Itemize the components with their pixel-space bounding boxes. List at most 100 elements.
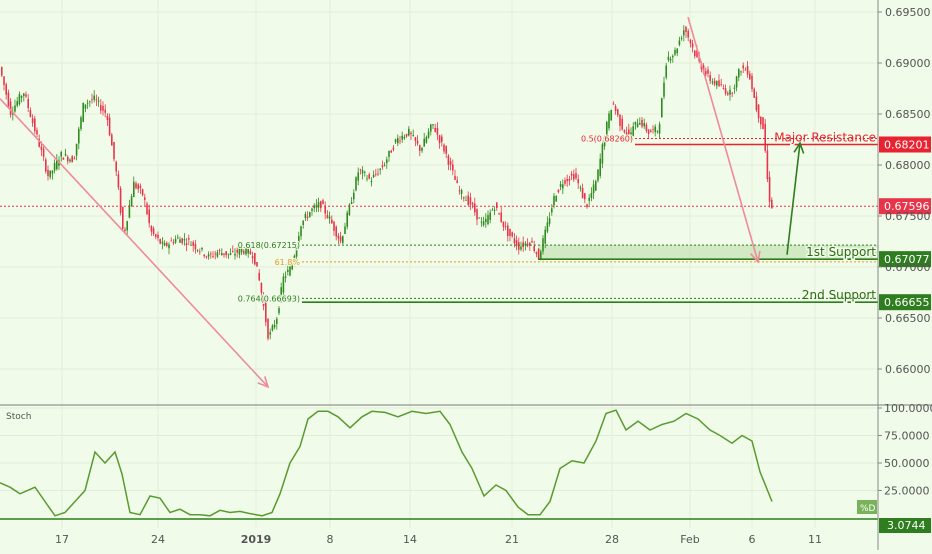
candle-body <box>166 242 168 246</box>
2nd-support-price-tag <box>879 294 931 311</box>
candles <box>1 25 773 341</box>
candle-body <box>718 80 720 87</box>
candle-body <box>493 209 496 211</box>
candle-body <box>348 204 351 215</box>
candle-body <box>256 262 258 267</box>
candle-body <box>685 26 687 32</box>
candle-body <box>225 251 227 256</box>
candle-body <box>265 302 267 323</box>
candle-body <box>441 136 443 142</box>
level-lines: Major Resistance 0.5(0.68260) 1st Support 0… <box>0 129 878 304</box>
candle-body <box>645 124 648 132</box>
candle-body <box>612 103 615 105</box>
candle-body <box>458 190 461 192</box>
candle-body <box>564 180 566 184</box>
x-tick-label: 2019 <box>241 533 272 546</box>
candle-body <box>243 251 245 254</box>
candle-body <box>80 117 82 129</box>
candle-body <box>608 113 610 129</box>
candle-body <box>551 208 553 213</box>
candle-body <box>205 256 208 258</box>
candle-body <box>656 130 659 132</box>
y-tick-label: 0.68500 <box>885 108 931 121</box>
candle-body <box>623 130 626 133</box>
candle-body <box>410 132 412 134</box>
candle-body <box>636 123 639 128</box>
candle-body <box>282 276 285 293</box>
candle-body <box>210 253 212 255</box>
candle-body <box>641 120 643 127</box>
candle-body <box>416 140 419 144</box>
support-zone-layer <box>538 245 878 260</box>
candle-body <box>320 201 322 209</box>
candle-body <box>192 242 194 246</box>
candle-body <box>678 40 681 45</box>
candle-body <box>460 190 463 194</box>
candle-body <box>346 212 348 227</box>
candle-body <box>742 65 744 69</box>
candle-body <box>555 196 557 202</box>
candle-body <box>705 71 707 75</box>
candle-body <box>744 69 747 71</box>
candle-body <box>537 248 540 259</box>
candle-body <box>179 239 181 243</box>
stoch-tick-label: 100.0000 <box>884 402 932 415</box>
candle-body <box>504 226 507 228</box>
candle-body <box>694 50 696 57</box>
candle-body <box>491 209 494 211</box>
candle-body <box>650 130 652 133</box>
major-resistance-price-text: 0.68201 <box>884 138 930 151</box>
x-tick-label: 24 <box>151 533 165 546</box>
candle-body <box>595 181 597 191</box>
candle-body <box>449 161 452 165</box>
candle-body <box>401 135 403 140</box>
stoch-legend-badge <box>857 500 877 514</box>
x-tick-label: Feb <box>680 533 699 546</box>
candle-body <box>601 144 604 164</box>
candle-body <box>249 251 252 255</box>
candle-body <box>333 221 335 231</box>
candle-body <box>568 178 571 181</box>
candle-body <box>89 101 91 103</box>
candle-body <box>342 236 344 244</box>
candle-body <box>75 143 78 156</box>
candle-body <box>687 30 689 38</box>
candle-body <box>735 76 738 88</box>
candle-body <box>375 173 377 175</box>
fib-0.618-label: 0.618(0.67215) <box>238 241 300 250</box>
candle-body <box>196 250 199 251</box>
candle-body <box>181 238 183 244</box>
candle-body <box>476 208 478 220</box>
candle-body <box>749 73 751 80</box>
candle-body <box>117 174 120 188</box>
candle-body <box>300 226 302 237</box>
fib-0.5-label: 0.5(0.68260) <box>581 134 633 143</box>
candle-body <box>273 324 276 328</box>
candle-body <box>383 165 386 166</box>
candle-body <box>553 195 555 206</box>
candle-body <box>355 177 357 191</box>
current-price-price-tag <box>879 198 931 215</box>
candle-body <box>667 56 670 61</box>
candle-body <box>724 88 727 94</box>
candle-body <box>86 102 89 104</box>
candle-body <box>408 128 410 136</box>
current-price-price-text: 0.67596 <box>884 200 930 213</box>
candle-body <box>104 109 106 113</box>
candle-body <box>683 30 685 36</box>
candle-body <box>339 236 342 242</box>
candle-body <box>214 253 216 255</box>
candle-body <box>7 92 10 107</box>
candle-body <box>762 117 764 129</box>
candle-body <box>304 214 307 218</box>
candle-body <box>128 205 131 218</box>
candle-body <box>577 179 579 184</box>
stoch-tick-label: 75.0000 <box>884 430 930 443</box>
candle-body <box>45 159 47 172</box>
candle-body <box>18 94 21 105</box>
stoch-d-line <box>0 409 773 517</box>
candle-body <box>328 216 331 219</box>
candle-body <box>284 276 287 278</box>
y-tick-label: 0.66500 <box>885 312 931 325</box>
